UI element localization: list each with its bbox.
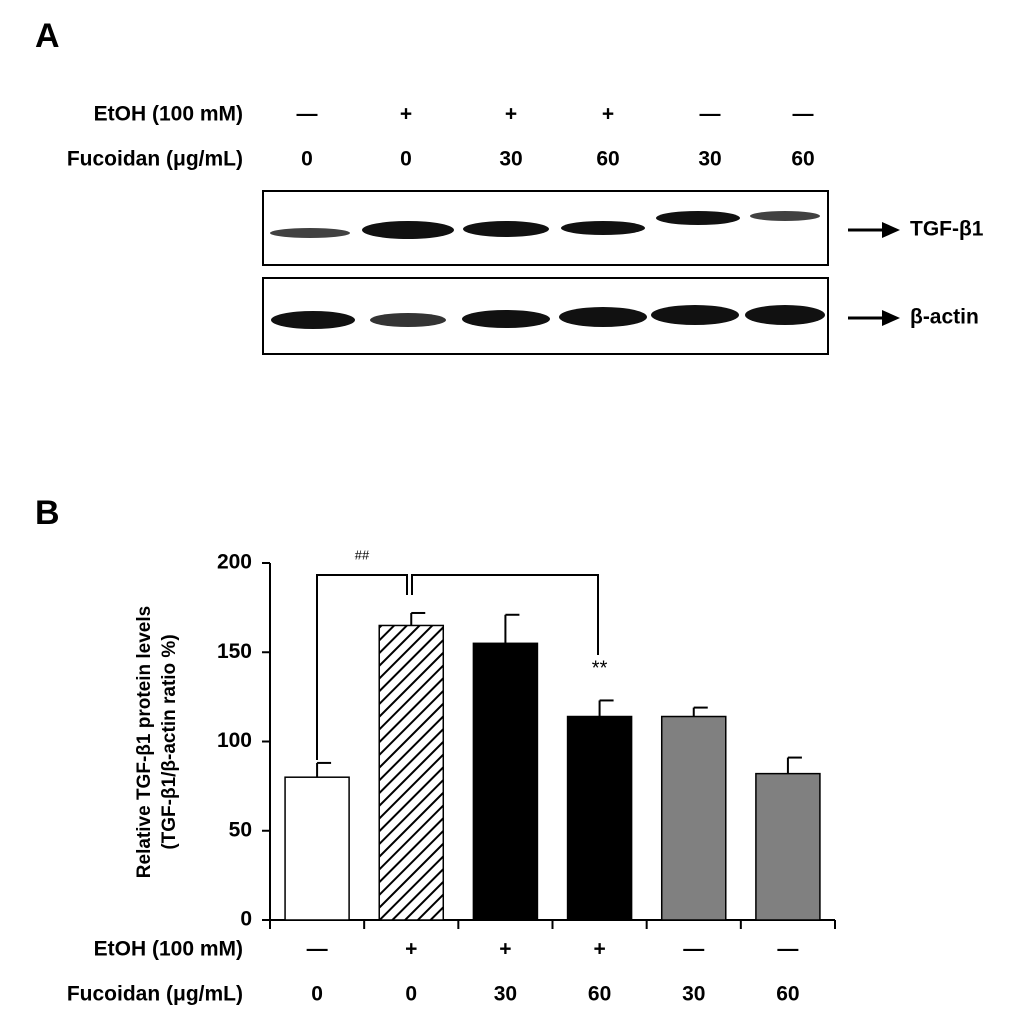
panel-label: B (35, 494, 60, 532)
row-label: Fucoidan (μg/mL) (67, 983, 243, 1006)
band-label: TGF-β1 (910, 218, 984, 241)
band-label: β-actin (910, 306, 979, 329)
column-label: + (505, 103, 517, 126)
row-label: Fucoidan (μg/mL) (67, 148, 243, 171)
column-label: + (602, 103, 614, 126)
x-tick-label: 30 (494, 983, 517, 1006)
y-tick-label: 100 (217, 729, 252, 752)
x-tick-label: — (307, 938, 328, 961)
bar (660, 715, 727, 921)
column-label: 60 (596, 148, 619, 171)
blot (262, 190, 900, 355)
x-tick-label: — (777, 938, 798, 961)
brackets (316, 574, 599, 760)
column-label: — (700, 103, 721, 126)
column-label: — (297, 103, 318, 126)
x-tick-label: 60 (776, 983, 799, 1006)
column-label: + (400, 103, 412, 126)
y-tick-label: 150 (217, 640, 252, 663)
y-axis-label: Relative TGF-β1 protein levels (134, 606, 155, 878)
bar (755, 772, 821, 921)
column-label: 60 (791, 148, 814, 171)
column-label: — (793, 103, 814, 126)
y-tick-label: 0 (240, 908, 252, 931)
x-tick-label: + (405, 938, 417, 961)
bar (472, 642, 539, 921)
y-axis-label: (TGF-β1/β-actin ratio %) (159, 634, 180, 849)
annotation: ## (355, 547, 370, 562)
x-tick-label: + (593, 938, 605, 961)
bar (284, 776, 350, 921)
x-tick-label: 30 (682, 983, 705, 1006)
row-label: EtOH (100 mM) (94, 103, 243, 126)
bar (378, 624, 445, 921)
column-label: 0 (400, 148, 412, 171)
x-tick-label: 60 (588, 983, 611, 1006)
panel-label: A (35, 17, 60, 55)
y-tick-label: 200 (217, 551, 252, 574)
column-label: 0 (301, 148, 313, 171)
column-label: 30 (698, 148, 721, 171)
row-label: EtOH (100 mM) (94, 938, 243, 961)
x-tick-label: — (683, 938, 704, 961)
column-label: 30 (499, 148, 522, 171)
bar (566, 715, 633, 921)
y-tick-label: 50 (229, 818, 252, 841)
x-tick-label: + (499, 938, 511, 961)
annotation: ** (592, 657, 608, 679)
x-tick-label: 0 (405, 983, 417, 1006)
x-tick-label: 0 (311, 983, 323, 1006)
